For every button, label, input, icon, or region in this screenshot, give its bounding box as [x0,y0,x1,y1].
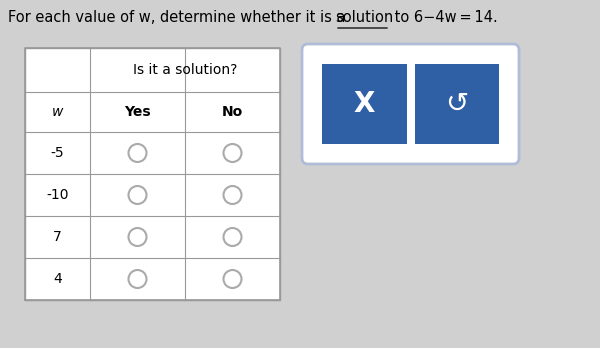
Text: solution: solution [335,10,393,25]
Text: w: w [52,105,63,119]
Text: 7: 7 [53,230,62,244]
Text: For each value of w, determine whether it is a: For each value of w, determine whether i… [8,10,350,25]
Text: X: X [353,90,375,118]
FancyBboxPatch shape [322,64,407,144]
FancyBboxPatch shape [415,64,499,144]
Text: -10: -10 [46,188,69,202]
Text: Is it a solution?: Is it a solution? [133,63,237,77]
Text: Yes: Yes [124,105,151,119]
Text: 4: 4 [53,272,62,286]
FancyBboxPatch shape [302,44,519,164]
FancyBboxPatch shape [25,48,280,300]
Text: to 6−4w = 14.: to 6−4w = 14. [390,10,498,25]
Text: ↺: ↺ [445,90,469,118]
Text: -5: -5 [50,146,64,160]
Text: No: No [222,105,243,119]
